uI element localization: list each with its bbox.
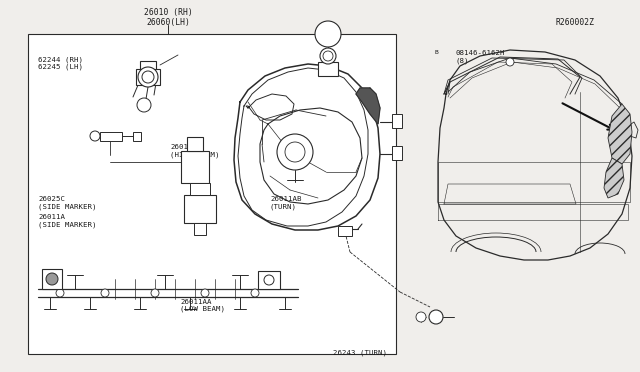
Circle shape bbox=[285, 142, 305, 162]
Bar bbox=[42, 269, 62, 289]
Circle shape bbox=[137, 98, 151, 112]
Text: 26010 (RH)
26060(LH): 26010 (RH) 26060(LH) bbox=[143, 8, 193, 28]
Bar bbox=[133, 132, 141, 141]
Circle shape bbox=[56, 289, 64, 297]
Polygon shape bbox=[604, 158, 624, 198]
Circle shape bbox=[315, 21, 341, 47]
Bar bbox=[392, 114, 402, 128]
Text: 08146-6162H
(8): 08146-6162H (8) bbox=[456, 50, 506, 64]
Bar bbox=[338, 226, 352, 236]
Bar bbox=[190, 183, 210, 195]
Circle shape bbox=[142, 71, 154, 83]
Circle shape bbox=[251, 289, 259, 297]
Bar bbox=[140, 61, 156, 69]
Circle shape bbox=[201, 289, 209, 297]
Circle shape bbox=[90, 131, 100, 141]
Bar bbox=[184, 195, 216, 223]
Circle shape bbox=[264, 275, 274, 285]
Text: 26011AA
(LOW BEAM): 26011AA (LOW BEAM) bbox=[180, 299, 225, 312]
Bar bbox=[181, 151, 209, 183]
Text: 62244 (RH)
62245 (LH): 62244 (RH) 62245 (LH) bbox=[38, 56, 83, 70]
Polygon shape bbox=[356, 88, 380, 124]
Text: 26011AC
(HIGH BEAM): 26011AC (HIGH BEAM) bbox=[170, 144, 220, 157]
Circle shape bbox=[323, 51, 333, 61]
Text: R260002Z: R260002Z bbox=[556, 18, 595, 27]
Bar bbox=[187, 137, 203, 151]
Circle shape bbox=[46, 273, 58, 285]
Circle shape bbox=[506, 58, 514, 66]
Text: 26243 (TURN): 26243 (TURN) bbox=[333, 350, 387, 356]
Bar bbox=[136, 69, 160, 85]
Bar bbox=[194, 223, 206, 235]
Bar bbox=[258, 271, 280, 289]
Text: 26011AB
(TURN): 26011AB (TURN) bbox=[270, 196, 301, 209]
Bar bbox=[100, 132, 122, 141]
Circle shape bbox=[416, 312, 426, 322]
Circle shape bbox=[151, 289, 159, 297]
Circle shape bbox=[138, 67, 158, 87]
Circle shape bbox=[277, 134, 313, 170]
Circle shape bbox=[101, 289, 109, 297]
Text: 26025C
(SIDE MARKER): 26025C (SIDE MARKER) bbox=[38, 196, 97, 209]
Bar bbox=[318, 62, 338, 76]
Polygon shape bbox=[608, 104, 632, 164]
Text: B: B bbox=[434, 49, 438, 55]
Bar bbox=[28, 34, 396, 354]
Text: 26011A
(SIDE MARKER): 26011A (SIDE MARKER) bbox=[38, 214, 97, 228]
Circle shape bbox=[429, 310, 443, 324]
Bar bbox=[191, 183, 199, 195]
Bar bbox=[392, 146, 402, 160]
Circle shape bbox=[320, 48, 336, 64]
